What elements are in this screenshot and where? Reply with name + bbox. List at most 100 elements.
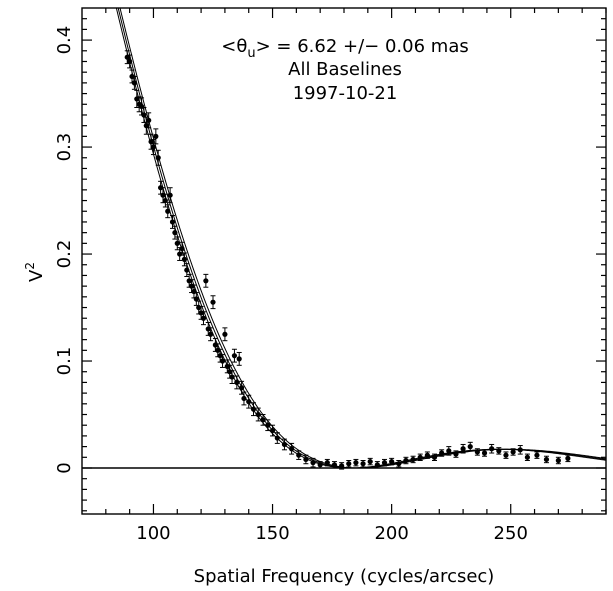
data-marker [260, 417, 266, 423]
data-marker [203, 278, 209, 284]
data-marker [174, 240, 180, 246]
data-point [317, 461, 323, 469]
data-marker [255, 411, 261, 418]
data-marker [474, 449, 480, 455]
data-point [396, 460, 402, 468]
data-marker [210, 299, 216, 305]
data-marker [403, 457, 409, 464]
data-marker [184, 267, 190, 273]
data-marker [196, 304, 202, 311]
data-point [141, 106, 147, 123]
data-point [353, 458, 359, 467]
data-point [339, 462, 345, 470]
data-marker [172, 230, 178, 236]
data-marker [389, 458, 395, 465]
data-point [167, 187, 173, 204]
data-point [467, 441, 473, 452]
data-point [381, 458, 388, 467]
data-marker [200, 315, 207, 321]
plot-content [82, 8, 606, 470]
data-marker [165, 208, 171, 214]
data-marker [246, 399, 252, 405]
data-marker [353, 460, 359, 466]
data-marker [439, 450, 445, 456]
data-marker [191, 288, 197, 295]
data-point [310, 457, 316, 468]
data-point [269, 424, 276, 437]
plot-area [82, 8, 606, 470]
data-point [231, 348, 238, 363]
data-marker [167, 192, 173, 198]
data-marker [453, 451, 459, 457]
data-marker [231, 353, 238, 359]
data-marker [481, 450, 488, 456]
data-marker [155, 155, 161, 161]
data-marker [339, 463, 345, 469]
data-marker [217, 353, 223, 359]
data-marker [381, 460, 388, 466]
data-point [431, 453, 438, 462]
data-point [203, 273, 209, 288]
data-point [555, 456, 561, 465]
data-marker [303, 456, 309, 463]
data-point [281, 438, 288, 451]
data-marker [124, 54, 130, 60]
data-marker [234, 379, 240, 386]
y-tick-label: 0 [54, 462, 75, 473]
data-point [260, 414, 266, 426]
data-point [543, 455, 550, 464]
data-marker [310, 460, 316, 466]
data-marker [346, 461, 352, 467]
data-point [250, 402, 257, 417]
data-marker [503, 452, 509, 458]
data-marker [543, 456, 550, 463]
data-marker [489, 446, 495, 452]
data-point [481, 449, 488, 457]
data-marker [222, 331, 228, 337]
data-marker [296, 452, 302, 458]
data-point [565, 454, 571, 463]
data-point [510, 448, 516, 456]
data-marker [193, 296, 199, 302]
data-point [234, 375, 240, 390]
axis-ticks: 100 150 200 250 0 0.1 0.2 0.3 0.4 [54, 8, 607, 544]
data-marker [367, 458, 373, 465]
data-marker [219, 358, 226, 364]
data-marker [460, 446, 466, 452]
data-point [289, 442, 295, 455]
data-marker [181, 256, 188, 262]
data-marker [134, 96, 140, 102]
y-tick-label: 0.2 [54, 240, 75, 269]
data-point [374, 461, 380, 469]
data-marker [188, 283, 195, 289]
data-marker [150, 144, 157, 150]
data-marker [324, 460, 330, 466]
data-marker [431, 454, 438, 460]
data-point [229, 370, 235, 384]
data-point [439, 449, 445, 457]
data-marker [229, 374, 235, 380]
x-axis-label: Spatial Frequency (cycles/arcsec) [194, 566, 495, 587]
data-marker [138, 103, 145, 110]
plot-frame [81, 7, 607, 515]
data-point [208, 327, 214, 342]
data-marker [417, 454, 423, 460]
data-point [219, 354, 226, 368]
diameter-annotation: <θu> = 6.62 +/− 0.06 mas [221, 36, 468, 61]
data-point [165, 204, 171, 219]
data-marker [360, 461, 366, 467]
data-marker [131, 80, 137, 86]
data-marker [215, 347, 221, 353]
data-point [146, 112, 152, 129]
data-marker [424, 452, 430, 458]
data-marker [238, 385, 245, 391]
data-marker [446, 448, 452, 454]
data-point [155, 149, 161, 166]
data-marker [186, 278, 192, 284]
data-point [460, 443, 466, 454]
data-point [200, 311, 207, 326]
data-marker [534, 452, 540, 458]
x-tick-label: 150 [255, 523, 289, 544]
date-annotation: 1997-10-21 [293, 83, 398, 104]
